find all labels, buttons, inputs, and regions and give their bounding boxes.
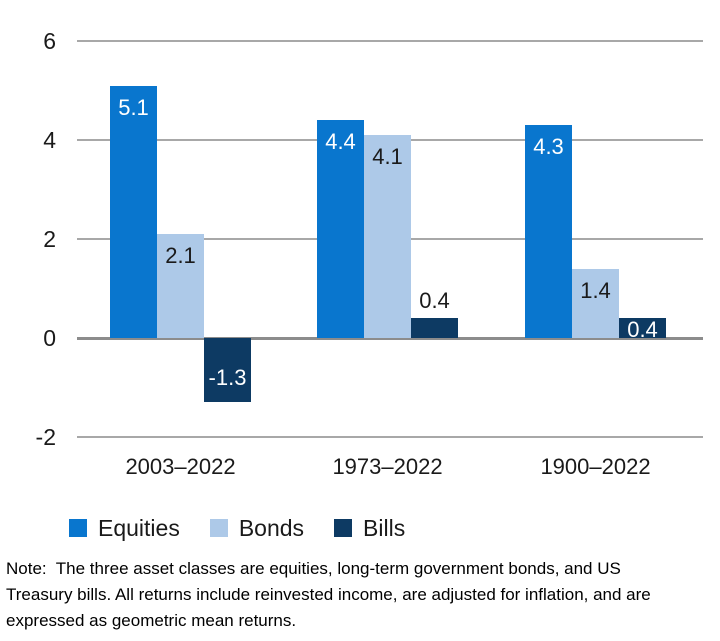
plot-area: 5.1 4.4 4.3 2.1 4.1 1.4 -1.3 0.4 0.4 [77,40,703,439]
x-category-label: 2003–2022 [125,454,236,479]
bar-value-label: 5.1 [118,94,149,120]
bar-value-label: 0.4 [419,288,450,314]
legend-label: Equities [98,515,180,541]
legend-swatch-icon [69,519,87,537]
note-line: Treasury bills. All returns include rein… [6,585,651,604]
y-tick-label: 6 [43,28,56,54]
x-category-label: 1900–2022 [540,454,651,479]
legend-label: Bonds [238,515,305,541]
bar-equities-2003–2022 [110,85,157,338]
bar-value-label: -1.3 [208,365,247,391]
bar-bonds-1900–2022 [572,268,619,338]
bar-bills-1900–2022 [619,318,666,338]
bar-value-label: 4.4 [325,129,356,155]
legend-item-bills: Bills [334,516,405,540]
note-line: expressed as geometric mean returns. [6,611,297,630]
bar-equities-1973–2022 [317,120,364,338]
note-text: Note: The three asset classes are equiti… [6,556,718,634]
gridline [77,40,703,42]
bar-bills-1973–2022 [411,318,458,338]
legend: Equities Bonds Bills [69,516,405,540]
bar-bonds-1973–2022 [364,135,411,338]
y-tick-label: 2 [43,226,56,252]
bar-value-label: 1.4 [580,277,611,303]
bar-value-label: 4.1 [372,144,403,170]
note-line: Note: The three asset classes are equiti… [6,559,621,578]
legend-swatch-icon [334,519,353,537]
gridline [77,436,703,438]
bar-equities-1900–2022 [525,125,572,338]
legend-swatch-icon [209,519,228,537]
y-tick-label: -2 [35,424,56,450]
zero-gridline [77,337,703,340]
y-tick-label: 0 [43,325,56,351]
bar-value-label: 4.3 [533,134,564,160]
bar-bills-2003–2022 [204,338,251,403]
legend-label: Bills [363,515,406,541]
legend-item-equities: Equities [69,516,180,540]
bar-bonds-2003–2022 [157,234,204,338]
legend-item-bonds: Bonds [209,515,305,541]
bar-value-label: 0.4 [627,317,658,343]
x-category-label: 1973–2022 [332,454,443,479]
y-tick-label: 4 [43,127,56,153]
bar-value-label: 2.1 [165,243,196,269]
